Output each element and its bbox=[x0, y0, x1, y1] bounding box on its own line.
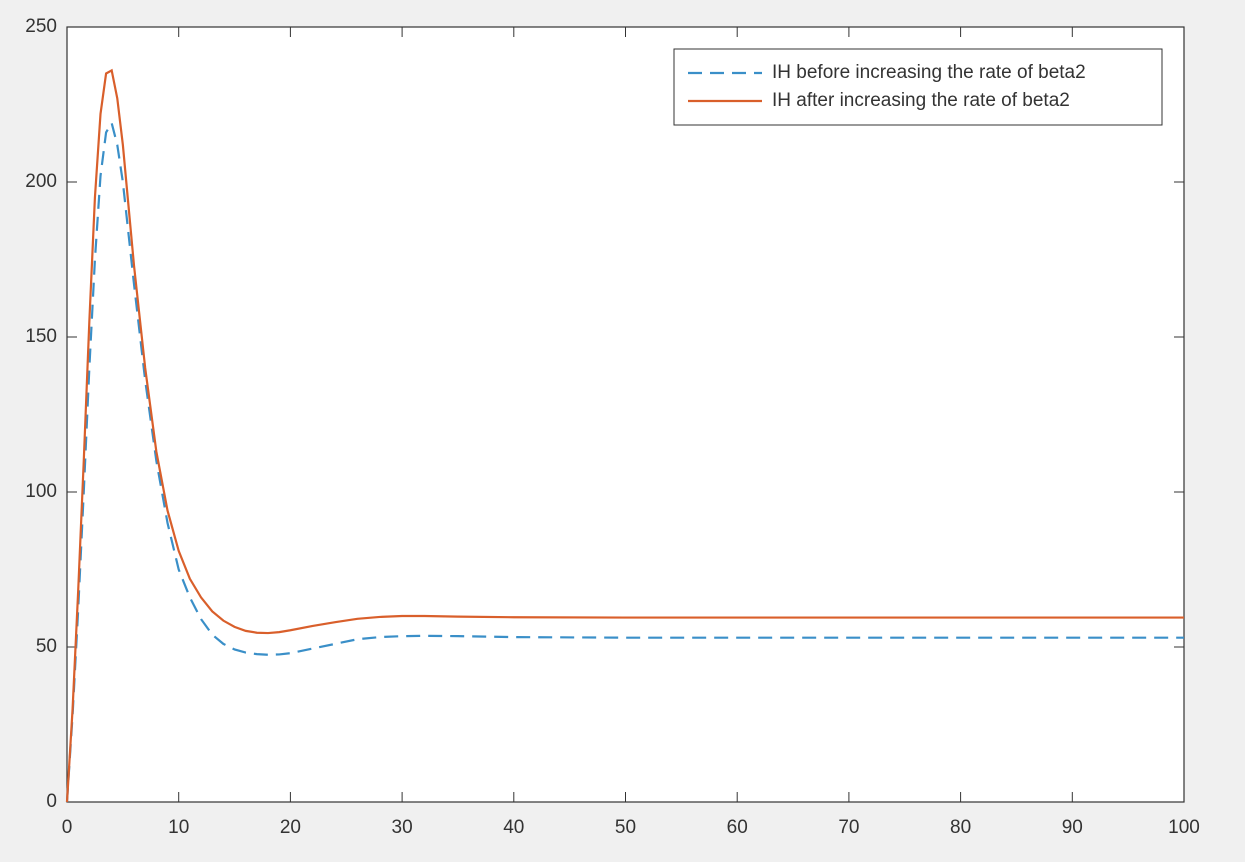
y-tick-label: 250 bbox=[25, 16, 57, 37]
x-tick-label: 100 bbox=[1168, 817, 1200, 838]
x-tick-label: 50 bbox=[615, 817, 636, 838]
y-tick-label: 50 bbox=[36, 636, 57, 657]
legend-label: IH after increasing the rate of beta2 bbox=[772, 90, 1070, 111]
x-tick-label: 20 bbox=[280, 817, 301, 838]
y-tick-label: 200 bbox=[25, 171, 57, 192]
x-tick-label: 90 bbox=[1062, 817, 1083, 838]
series-line bbox=[65, 120, 1184, 803]
y-tick-label: 0 bbox=[46, 791, 57, 812]
x-tick-label: 80 bbox=[950, 817, 971, 838]
x-tick-label: 0 bbox=[62, 817, 73, 838]
plot-area bbox=[66, 26, 1185, 803]
x-tick-label: 70 bbox=[838, 817, 859, 838]
legend-label: IH before increasing the rate of beta2 bbox=[772, 62, 1086, 83]
series-line bbox=[65, 68, 1184, 803]
legend-box bbox=[673, 48, 1163, 126]
x-tick-label: 30 bbox=[392, 817, 413, 838]
x-tick-label: 40 bbox=[503, 817, 524, 838]
x-tick-label: 10 bbox=[168, 817, 189, 838]
x-tick-label: 60 bbox=[727, 817, 748, 838]
y-tick-label: 100 bbox=[25, 481, 57, 502]
y-tick-label: 150 bbox=[25, 326, 57, 347]
